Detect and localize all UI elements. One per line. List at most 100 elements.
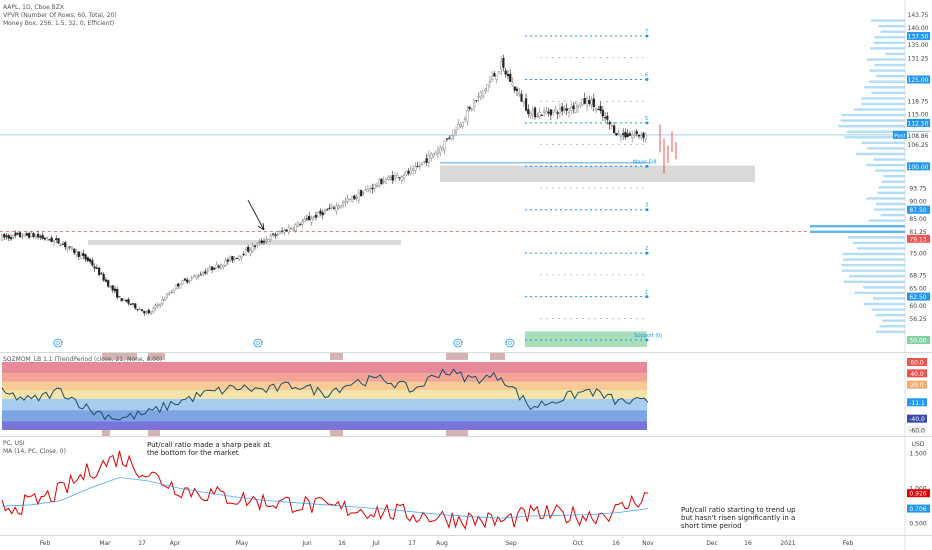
legend-symbol[interactable]: AAPL, 1D, Cboe BZX — [3, 4, 65, 11]
volume-profile-bar — [883, 175, 905, 178]
volume-profile-bar — [841, 263, 905, 267]
candle-body — [215, 264, 218, 268]
volume-profile-bar — [875, 313, 905, 317]
candle-body — [565, 108, 568, 111]
price-scale-tick-bg — [907, 184, 930, 193]
volume-profile-bar — [853, 108, 905, 111]
candle-body — [231, 256, 234, 261]
price-scale-label: 87.50 — [909, 207, 926, 214]
volume-profile-bar — [875, 202, 905, 206]
candle-body — [165, 294, 168, 298]
candle-body — [156, 304, 159, 307]
candle-body — [267, 239, 270, 242]
time-axis-label: Aug — [436, 540, 448, 547]
price-scale-label: 81.25 — [909, 229, 926, 236]
candle-body — [190, 277, 193, 279]
candle-body — [195, 275, 198, 279]
time-axis-label: 16 — [338, 540, 346, 547]
candle-body — [224, 260, 227, 266]
oscillator-legend[interactable]: SQZMOM_LB 1.1 (TrendPeriod (close, 21, N… — [3, 356, 162, 364]
candle-body — [122, 298, 126, 301]
time-axis-label: Oct — [573, 540, 584, 547]
volume-profile-bar — [861, 141, 905, 145]
candle-body — [16, 233, 19, 235]
candle-body — [393, 175, 397, 179]
legend-money-box[interactable]: Money Box, 256, 1.5, 32, 0, Efficient) — [3, 20, 115, 27]
candle-body — [622, 133, 625, 135]
candle-body — [91, 260, 94, 266]
candle-body — [104, 279, 108, 282]
candle-body — [640, 135, 643, 138]
oscillator-band — [2, 398, 647, 411]
candle-body — [296, 222, 299, 227]
candle-body — [88, 258, 92, 262]
volume-profile-bar — [868, 219, 905, 222]
candle-body — [199, 274, 202, 276]
legend-vpvr[interactable]: VPVR (Number Of Rows, 60, Total, 20) — [3, 12, 117, 19]
volume-profile-bar — [838, 124, 905, 128]
price-scale-tick-bg — [907, 40, 930, 49]
price-scale-tick-bg — [907, 234, 930, 243]
volume-profile-bar — [872, 297, 905, 300]
pane-divider[interactable] — [0, 436, 932, 437]
volume-profile-bar — [864, 86, 905, 89]
volume-profile-bar — [854, 291, 905, 295]
candle-body — [396, 174, 399, 178]
candle-body — [95, 267, 98, 269]
pc-legend[interactable]: PC, USI MA (14, PC, Close, 0) — [3, 440, 66, 456]
candle-body — [538, 112, 541, 118]
pane-divider[interactable] — [0, 352, 932, 353]
time-axis-label: May — [236, 540, 249, 547]
candle-body — [249, 249, 252, 254]
candle-body — [626, 133, 629, 137]
legend-pc-ma[interactable]: MA (14, PC, Close, 0) — [3, 448, 66, 455]
volume-profile-bar — [861, 102, 905, 106]
price-scale-tick-bg — [907, 75, 930, 84]
candle-body — [34, 235, 37, 238]
candle-body — [588, 100, 591, 104]
price-scale-tick-bg — [907, 140, 930, 149]
candle-body — [145, 311, 148, 313]
candle-body — [579, 102, 582, 106]
candle-body — [585, 98, 589, 106]
candle-body — [362, 192, 365, 194]
candle-body — [25, 233, 28, 236]
price-scale-label: 62.50 — [909, 294, 926, 301]
legend-pc[interactable]: PC, USI — [3, 440, 25, 447]
legend-oscillator[interactable]: SQZMOM_LB 1.1 (TrendPeriod (close, 21, N… — [3, 356, 163, 363]
price-pane: 7 6 5 Major 5/8 3 2 1 Support (0) D D D D — [0, 19, 905, 348]
candle-body — [427, 154, 431, 163]
pc-scale-tick-bg — [907, 489, 930, 498]
volume-profile-bar — [874, 208, 905, 211]
support-zone-box — [88, 239, 401, 245]
candle-body — [280, 230, 284, 232]
volume-profile-bar — [870, 19, 905, 22]
candle-body — [348, 198, 351, 200]
candle-body — [355, 197, 358, 199]
candle-body — [425, 158, 428, 163]
candle-body — [590, 99, 593, 105]
candle-body — [635, 131, 638, 135]
candle-body — [310, 218, 313, 223]
price-legend[interactable]: AAPL, 1D, Cboe BZX VPVR (Number Of Rows,… — [3, 4, 117, 28]
candle-body — [61, 243, 65, 245]
squeeze-marker — [446, 352, 468, 360]
candle-body — [454, 130, 458, 133]
candle-body — [217, 265, 220, 268]
pc-peak-annotation: Put/call ratio made a sharp peak at the … — [147, 441, 271, 457]
candle-body — [50, 237, 53, 242]
candle-body — [515, 88, 519, 92]
candle-body — [79, 254, 83, 259]
candle-body — [37, 233, 40, 238]
candle-body — [210, 266, 214, 271]
candle-body — [129, 303, 132, 305]
candle-body — [567, 108, 571, 114]
volume-profile-bar — [863, 286, 905, 289]
candle-body — [470, 108, 473, 110]
volume-profile-bar — [867, 147, 905, 150]
price-scale-tick-bg — [907, 336, 930, 344]
price-scale-label: 75.00 — [909, 251, 926, 258]
candle-body — [242, 254, 245, 256]
candle-body — [204, 271, 207, 274]
